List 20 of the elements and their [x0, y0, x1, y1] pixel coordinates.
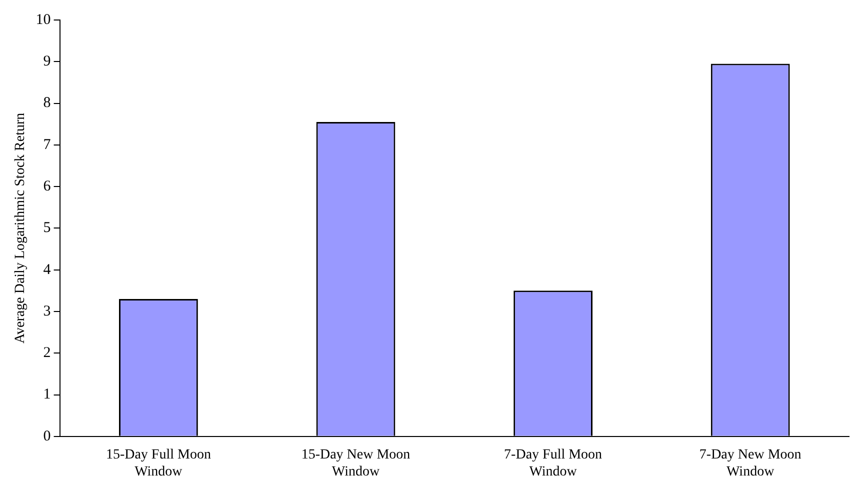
y-tick-label: 0 [43, 428, 51, 444]
category-label: 7-Day New Moon [699, 447, 802, 462]
y-axis-title: Average Daily Logarithmic Stock Return [13, 112, 28, 344]
category-label: Window [529, 464, 577, 480]
y-tick-label: 2 [43, 345, 51, 362]
category-label: 15-Day New Moon [301, 447, 410, 462]
y-tick-label: 4 [43, 262, 52, 278]
y-tick-label: 5 [43, 220, 51, 236]
y-tick-label: 3 [43, 303, 51, 320]
y-tick-label: 9 [43, 54, 51, 70]
y-tick-label: 10 [36, 12, 51, 28]
category-label: 7-Day Full Moon [504, 447, 602, 462]
y-tick-label: 6 [43, 178, 52, 194]
category-label: 15-Day Full Moon [106, 447, 211, 462]
category-label: Window [332, 464, 380, 480]
y-tick-label: 7 [43, 136, 52, 153]
category-label: Window [134, 464, 182, 480]
y-tick-label: 8 [43, 95, 51, 112]
category-label: Window [726, 464, 774, 480]
y-tick-label: 1 [43, 386, 51, 403]
